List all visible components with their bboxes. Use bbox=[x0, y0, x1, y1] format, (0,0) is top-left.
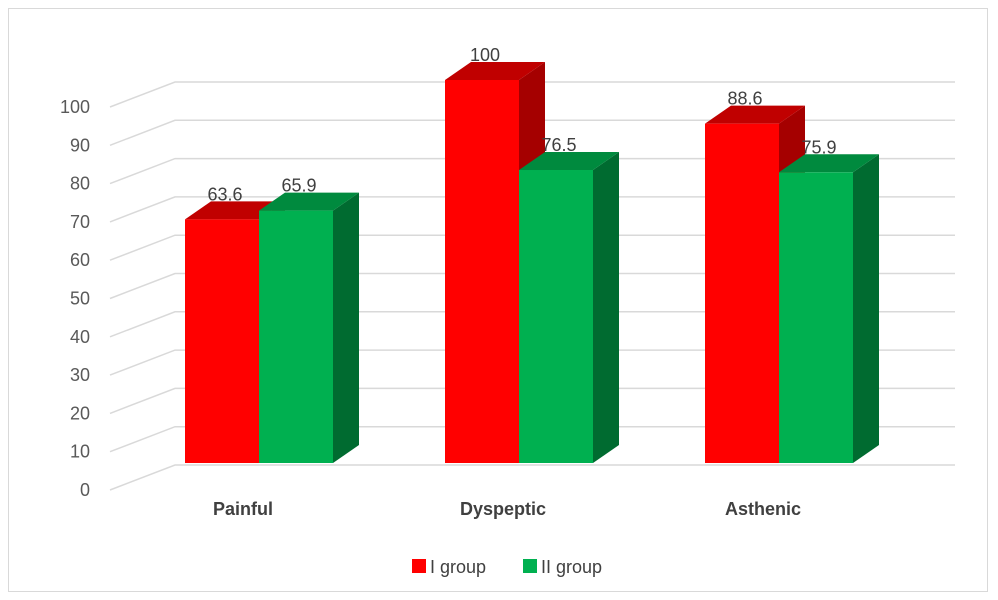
bar-top bbox=[259, 192, 359, 211]
y-tick-label: 10 bbox=[70, 442, 90, 462]
x-axis-categories: Painful Dyspeptic Asthenic bbox=[213, 499, 801, 519]
bars bbox=[185, 62, 879, 464]
y-tick-label: 0 bbox=[80, 480, 90, 500]
gridline bbox=[109, 387, 955, 415]
bar-top bbox=[445, 62, 545, 80]
x-category-label: Asthenic bbox=[725, 499, 801, 519]
x-category-label: Painful bbox=[213, 499, 273, 519]
bar-top bbox=[705, 105, 805, 124]
gridlines bbox=[109, 81, 955, 491]
bar bbox=[779, 172, 853, 464]
bar bbox=[519, 170, 593, 463]
x-category-label: Dyspeptic bbox=[460, 499, 546, 519]
y-tick-label: 100 bbox=[60, 97, 90, 117]
gridline bbox=[109, 81, 955, 108]
bar bbox=[185, 219, 259, 463]
gridline bbox=[109, 234, 955, 261]
data-label: 100 bbox=[470, 45, 500, 65]
bar bbox=[445, 80, 519, 463]
bar-side bbox=[593, 152, 619, 463]
y-axis-ticks: 0 10 20 30 40 50 60 70 80 90 100 bbox=[60, 97, 90, 500]
gridline bbox=[109, 157, 955, 185]
y-tick-label: 30 bbox=[70, 365, 90, 385]
y-tick-label: 20 bbox=[70, 403, 90, 423]
data-label: 63.6 bbox=[207, 184, 242, 204]
legend: I group II group bbox=[412, 557, 602, 577]
data-label: 65.9 bbox=[281, 176, 316, 196]
y-tick-label: 90 bbox=[70, 135, 90, 155]
bar-top bbox=[779, 154, 879, 173]
legend-label: II group bbox=[541, 557, 602, 577]
y-tick-label: 50 bbox=[70, 289, 90, 309]
y-tick-label: 80 bbox=[70, 174, 90, 194]
data-labels: 63.6 65.9 100 76.5 88.6 75.9 bbox=[207, 45, 836, 204]
y-tick-label: 60 bbox=[70, 250, 90, 270]
legend-swatch bbox=[523, 559, 537, 573]
data-label: 76.5 bbox=[541, 135, 576, 155]
gridline bbox=[109, 349, 955, 376]
gridline bbox=[109, 425, 955, 453]
bar bbox=[705, 123, 779, 464]
y-tick-label: 70 bbox=[70, 212, 90, 232]
bar-top bbox=[519, 152, 619, 171]
gridline bbox=[109, 311, 955, 338]
data-label: 75.9 bbox=[801, 137, 836, 157]
bar-side bbox=[333, 192, 359, 463]
bar-side bbox=[853, 154, 879, 464]
gridline bbox=[109, 119, 955, 147]
data-label: 88.6 bbox=[727, 89, 762, 109]
legend-label: I group bbox=[430, 557, 486, 577]
gridline bbox=[109, 272, 955, 300]
y-tick-label: 40 bbox=[70, 327, 90, 347]
gridline bbox=[109, 196, 955, 223]
gridline bbox=[109, 464, 955, 491]
bar bbox=[259, 210, 333, 463]
legend-swatch bbox=[412, 559, 426, 573]
